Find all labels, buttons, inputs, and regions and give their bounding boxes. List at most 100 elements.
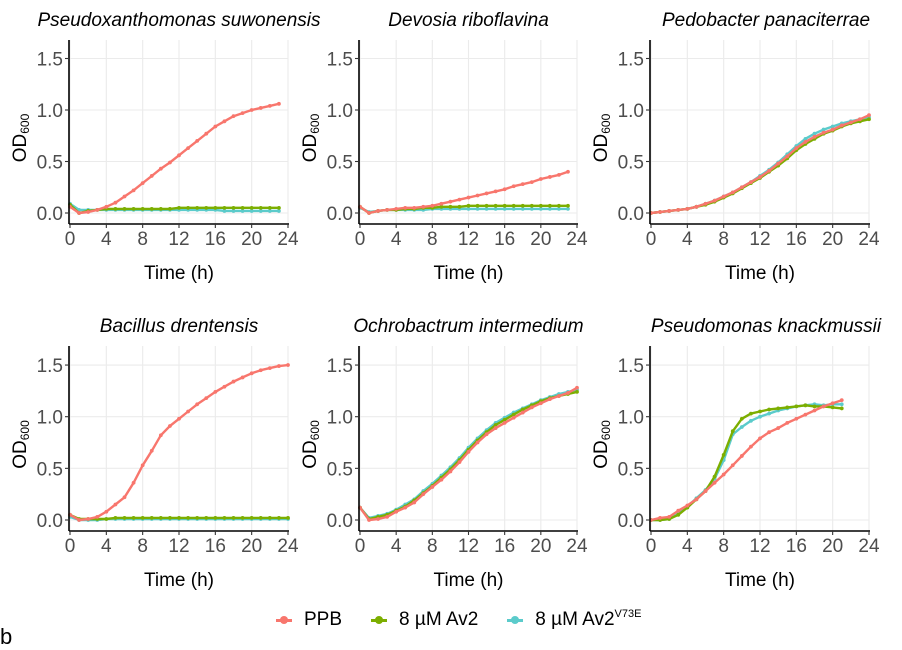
data-point-av2: [140, 206, 145, 211]
data-point-av2: [839, 406, 844, 411]
data-point-ppb: [566, 391, 570, 395]
legend-item-ppb: PPB: [274, 609, 342, 631]
data-point-ppb: [767, 430, 771, 435]
data-point-ppb: [712, 480, 717, 485]
x-tick-label: 20: [241, 536, 262, 557]
series-line-av2: [651, 404, 842, 522]
data-point-av2: [149, 206, 154, 211]
y-axis-title: OD600: [591, 420, 613, 469]
y-tick-label: 1.0: [327, 408, 353, 429]
data-point-av2: [457, 204, 462, 209]
data-point-av2: [484, 203, 489, 208]
data-point-av2: [448, 204, 453, 209]
data-point-ppb: [520, 182, 525, 187]
y-tick-label: 0.5: [37, 153, 63, 174]
data-point-ppb: [457, 460, 462, 465]
x-tick-label: 24: [858, 229, 880, 250]
data-point-ppb: [277, 364, 281, 368]
data-point-av2: [547, 203, 552, 208]
data-point-ppb: [249, 371, 254, 376]
data-point-ppb: [195, 402, 200, 407]
x-tick-label: 12: [168, 229, 189, 250]
data-point-ppb: [749, 444, 753, 449]
panel-title: Pedobacter panaciterrae: [662, 10, 870, 31]
data-point-ppb: [502, 420, 507, 425]
x-tick-label: 16: [786, 536, 807, 557]
x-tick-label: 24: [566, 536, 588, 557]
data-point-ppb: [439, 201, 444, 206]
data-point-av2: [195, 205, 200, 210]
y-axis-title-main: OD: [10, 134, 31, 163]
data-point-av2v73e: [749, 418, 753, 423]
data-point-av2: [493, 203, 498, 208]
panel-title: Pseudomonas knackmussii: [651, 316, 882, 337]
data-point-ppb: [557, 394, 561, 398]
data-point-av2: [749, 411, 753, 416]
data-point-ppb: [547, 397, 552, 402]
data-point-ppb: [785, 154, 790, 159]
data-point-ppb: [430, 203, 435, 208]
data-point-ppb: [231, 114, 236, 119]
data-point-av2v73e: [821, 127, 826, 132]
data-point-ppb: [730, 190, 735, 195]
data-point-ppb: [122, 495, 127, 500]
series-line-av2v73e: [651, 403, 842, 522]
data-point-av2: [213, 516, 218, 520]
data-point-av2: [186, 205, 190, 210]
data-point-ppb: [240, 111, 245, 115]
data-point-ppb: [529, 405, 534, 410]
y-axis-title: OD600: [591, 113, 613, 162]
data-point-av2: [240, 516, 245, 520]
data-point-ppb: [484, 432, 489, 437]
data-point-ppb: [385, 208, 390, 212]
data-point-av2v73e: [538, 206, 543, 211]
data-point-av2: [520, 407, 525, 412]
data-point-ppb: [158, 433, 163, 438]
legend-label-av2v73e: 8 µM Av2V73E: [535, 608, 641, 631]
x-tick-label: 0: [355, 536, 366, 557]
data-point-av2: [575, 390, 579, 394]
x-tick-label: 20: [822, 229, 843, 250]
data-point-ppb: [867, 113, 871, 118]
data-point-av2: [286, 516, 290, 520]
data-point-ppb: [168, 424, 172, 428]
data-point-ppb: [277, 101, 281, 106]
data-point-av2v73e: [758, 414, 762, 419]
data-point-ppb: [213, 124, 218, 129]
data-point-av2: [168, 206, 172, 211]
y-axis-title-main: OD: [591, 440, 612, 469]
legend-label-av2: 8 µM Av2: [399, 609, 478, 631]
data-point-ppb: [204, 131, 209, 136]
x-tick-label: 16: [205, 536, 226, 557]
panel-6: Pseudomonas knackmussii 0 4 8 12 16 20 24 0.0 0.5…: [591, 316, 882, 591]
data-point-ppb: [403, 505, 408, 510]
data-point-av2: [158, 206, 163, 211]
data-point-av2v73e: [493, 206, 498, 211]
x-tick-label: 20: [241, 229, 262, 250]
y-axis-title-subscript: 600: [599, 113, 613, 133]
x-tick-label: 16: [494, 536, 515, 557]
y-axis-title: OD600: [10, 420, 32, 469]
data-point-ppb: [448, 469, 453, 474]
data-point-ppb: [676, 208, 681, 212]
data-point-ppb: [158, 166, 163, 171]
x-tick-label: 24: [566, 229, 588, 250]
legend-point: [280, 616, 288, 624]
data-point-ppb: [776, 161, 781, 166]
data-point-ppb: [113, 200, 118, 205]
data-point-av2: [113, 206, 118, 211]
data-point-ppb: [685, 206, 690, 211]
y-axis-title-subscript: 600: [18, 113, 32, 133]
data-point-av2: [739, 416, 744, 421]
y-axis-title-subscript: 600: [308, 113, 322, 133]
data-point-ppb: [566, 169, 570, 174]
x-axis-title: Time (h): [144, 570, 214, 591]
y-tick-label: 0.5: [327, 459, 353, 480]
data-point-av2v73e: [466, 206, 471, 211]
y-tick-label: 1.5: [37, 50, 63, 71]
data-point-ppb: [240, 375, 245, 380]
data-point-av2: [140, 516, 145, 520]
data-point-av2: [240, 205, 245, 210]
data-point-av2: [502, 203, 507, 208]
x-tick-label: 12: [749, 536, 770, 557]
